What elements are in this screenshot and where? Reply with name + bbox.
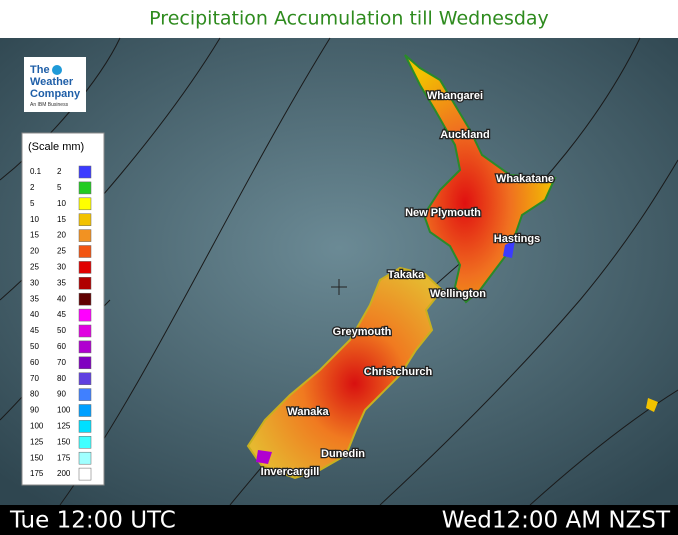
legend-max: 30 [57, 263, 66, 272]
city-label: Wanaka [287, 406, 329, 418]
legend-swatch [78, 388, 92, 401]
legend-min: 100 [30, 422, 44, 431]
legend-max: 60 [57, 342, 66, 351]
crosshair [331, 279, 347, 295]
legend-min: 125 [30, 437, 44, 446]
logo-text: The [30, 64, 50, 76]
legend-max: 35 [57, 278, 66, 287]
city-label: Auckland [440, 129, 490, 141]
legend-max: 150 [57, 437, 71, 446]
legend-min: 15 [30, 231, 39, 240]
legend-swatch [78, 372, 92, 385]
logo-tagline: An IBM Business [30, 102, 69, 108]
south-island [246, 266, 444, 480]
legend-swatch [78, 277, 92, 290]
legend-max: 45 [57, 310, 66, 319]
legend-max: 5 [57, 183, 62, 192]
legend-max: 70 [57, 358, 66, 367]
rain-patch [503, 240, 515, 258]
legend-swatch [78, 229, 92, 242]
legend-max: 20 [57, 231, 66, 240]
legend-max: 80 [57, 374, 66, 383]
city-labels: Whangarei Auckland Whakatane New Plymouth Ha… [259, 89, 555, 480]
legend-title: (Scale mm) [28, 141, 84, 153]
footer-left: Tue 12:00 UTC [9, 508, 176, 534]
legend-min: 35 [30, 294, 39, 303]
legend-min: 70 [30, 374, 39, 383]
legend-max: 50 [57, 326, 66, 335]
legend-swatch [78, 324, 92, 338]
legend-swatch [78, 308, 92, 322]
legend-swatch [78, 436, 92, 449]
legend-swatch [78, 245, 92, 258]
legend-min: 175 [30, 469, 44, 478]
logo: The Weather Company An IBM Business [30, 64, 81, 108]
isobar [379, 159, 678, 506]
city-label: Whakatane [496, 173, 554, 185]
north-island [404, 54, 557, 304]
chatham-islands [646, 398, 658, 412]
legend-min: 30 [30, 278, 39, 287]
city-label: Hastings [494, 233, 540, 245]
rain-patch [256, 450, 272, 464]
footer-bar [0, 505, 678, 535]
legend-swatch [78, 181, 92, 195]
legend-min: 0.1 [30, 167, 42, 176]
legend-swatch [78, 340, 92, 354]
legend-min: 2 [30, 183, 35, 192]
legend-max: 200 [57, 469, 71, 478]
legend-swatch [78, 292, 92, 306]
isobar [529, 389, 678, 506]
legend-min: 80 [30, 390, 39, 399]
city-label: Whangarei [427, 90, 483, 102]
legend-min: 5 [30, 199, 35, 208]
legend-min: 25 [30, 263, 39, 272]
legend-min: 90 [30, 406, 39, 415]
legend-min: 45 [30, 326, 39, 335]
legend-swatch [78, 261, 92, 274]
logo-text: Company [30, 88, 81, 100]
legend-min: 150 [30, 453, 44, 462]
legend-max: 40 [57, 294, 66, 303]
legend-swatch [78, 356, 92, 370]
legend-min: 50 [30, 342, 39, 351]
legend-max: 15 [57, 215, 66, 224]
legend-swatch [78, 420, 92, 433]
title-bar [0, 0, 678, 38]
legend-min: 40 [30, 310, 39, 319]
legend-max: 2 [57, 167, 62, 176]
legend-min: 60 [30, 358, 39, 367]
legend-swatch [78, 197, 92, 211]
city-label: Christchurch [364, 366, 433, 378]
legend-max: 175 [57, 453, 71, 462]
logo-drop [52, 65, 62, 75]
city-label: Takaka [388, 269, 425, 281]
city-label: Wellington [430, 288, 486, 300]
city-label: Greymouth [333, 326, 392, 338]
legend-swatch [78, 404, 92, 417]
legend-min: 10 [30, 215, 39, 224]
legend-max: 125 [57, 422, 71, 431]
legend-swatch [78, 165, 92, 179]
legend-max: 90 [57, 390, 66, 399]
legend-max: 25 [57, 247, 66, 256]
city-label: New Plymouth [405, 207, 481, 219]
footer-right: Wed12:00 AM NZST [442, 508, 671, 534]
legend-min: 20 [30, 247, 39, 256]
legend-max: 10 [57, 199, 66, 208]
legend-max: 100 [57, 406, 71, 415]
city-label: Invercargill [261, 466, 320, 478]
legend-swatch [78, 213, 92, 226]
logo-text: Weather [30, 76, 74, 88]
legend-swatch [78, 467, 92, 481]
city-label: Dunedin [321, 448, 365, 460]
legend-swatch [78, 451, 92, 465]
title: Precipitation Accumulation till Wednesda… [149, 8, 549, 30]
